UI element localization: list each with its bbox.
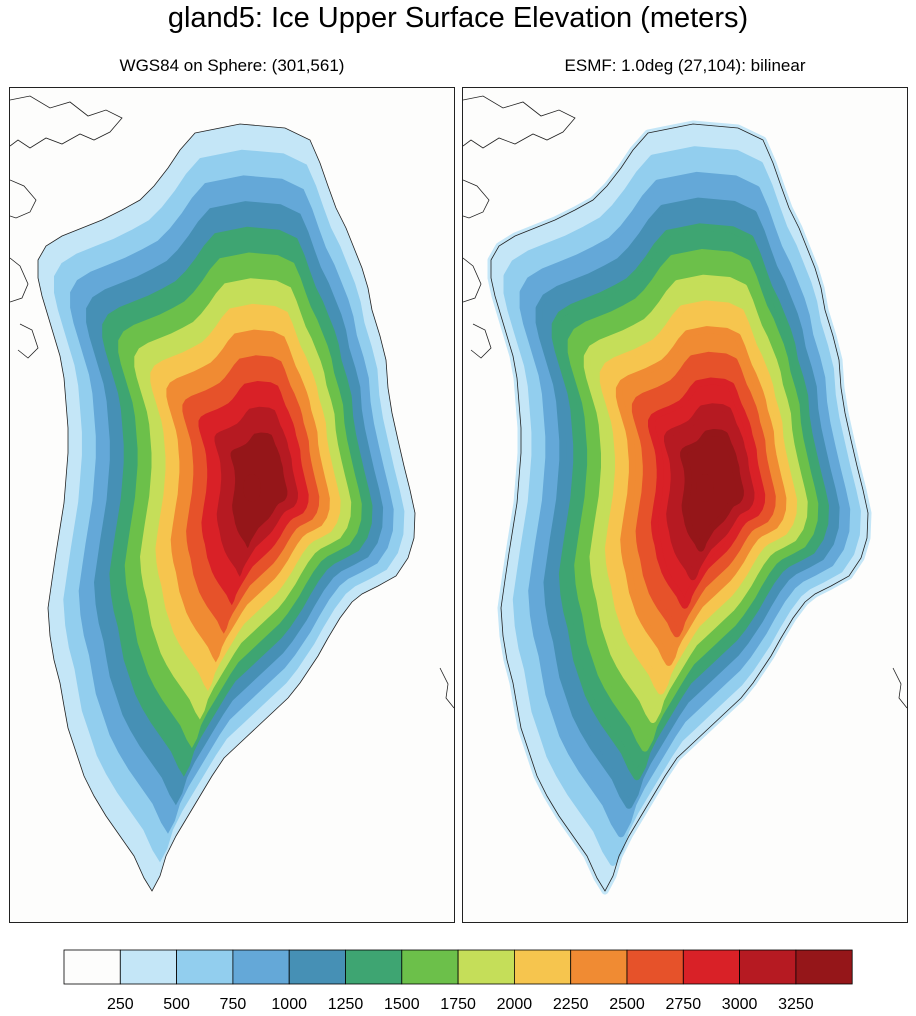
legend-label-3250: 3250 (778, 996, 814, 1013)
legend-bar: 250 500 750 1000 1250 1500 1750 2000 2250 2500 275… (63, 949, 853, 1013)
coastline-segment-1 (10, 179, 37, 219)
coastline-segment-3 (17, 323, 39, 359)
legend-label-1750: 1750 (440, 996, 476, 1013)
legend-label-2250: 2250 (553, 996, 589, 1013)
legend-label-750: 750 (220, 996, 247, 1013)
figure-title: gland5: Ice Upper Surface Elevation (met… (167, 2, 749, 34)
coastline-segment-2 (10, 257, 29, 303)
coastline-segment-4 (439, 667, 454, 709)
right-map (463, 95, 907, 895)
legend-swatch-5 (345, 949, 403, 985)
left-panel-subtitle: WGS84 on Sphere: (301,561) (119, 56, 345, 75)
fine-elevation-field (38, 124, 415, 891)
legend-label-1000: 1000 (271, 996, 307, 1013)
coastline-segment-0 (463, 95, 576, 149)
legend-swatch-3 (232, 949, 290, 985)
coarse-elevation-field (487, 120, 872, 895)
legend-label-250: 250 (107, 996, 134, 1013)
legend-swatch-4 (288, 949, 346, 985)
legend-swatch-11 (682, 949, 740, 985)
coastline-segment-1 (463, 179, 490, 219)
greenland-coastline (490, 123, 869, 892)
legend-swatch-0 (63, 949, 121, 985)
legend-swatch-12 (739, 949, 797, 985)
right-panel-subtitle: ESMF: 1.0deg (27,104): bilinear (564, 56, 806, 75)
legend-label-2000: 2000 (497, 996, 533, 1013)
coastline-segment-3 (470, 323, 492, 359)
legend-label-500: 500 (163, 996, 190, 1013)
legend-swatch-7 (457, 949, 515, 985)
legend-label-2500: 2500 (609, 996, 645, 1013)
legend-swatch-6 (401, 949, 459, 985)
legend-swatch-2 (176, 949, 234, 985)
coastline-segment-0 (10, 95, 123, 149)
legend-label-3000: 3000 (722, 996, 758, 1013)
summit-spot (696, 474, 714, 502)
legend-label-1500: 1500 (384, 996, 420, 1013)
left-map-panel (9, 87, 455, 923)
legend-swatch-10 (626, 949, 684, 985)
color-legend: 250 500 750 1000 1250 1500 1750 2000 2250 2500 275… (63, 949, 853, 1016)
greenland-coastline (37, 123, 416, 892)
coastline-segment-4 (892, 667, 907, 709)
legend-swatch-9 (570, 949, 628, 985)
legend-label-2750: 2750 (666, 996, 702, 1013)
coastline-segment-2 (463, 257, 482, 303)
left-map (10, 95, 454, 892)
right-map-panel (462, 87, 908, 923)
legend-label-1250: 1250 (328, 996, 364, 1013)
legend-swatch-1 (119, 949, 177, 985)
legend-swatch-13 (795, 949, 853, 985)
legend-swatch-8 (513, 949, 572, 985)
summit-spot (243, 474, 261, 502)
